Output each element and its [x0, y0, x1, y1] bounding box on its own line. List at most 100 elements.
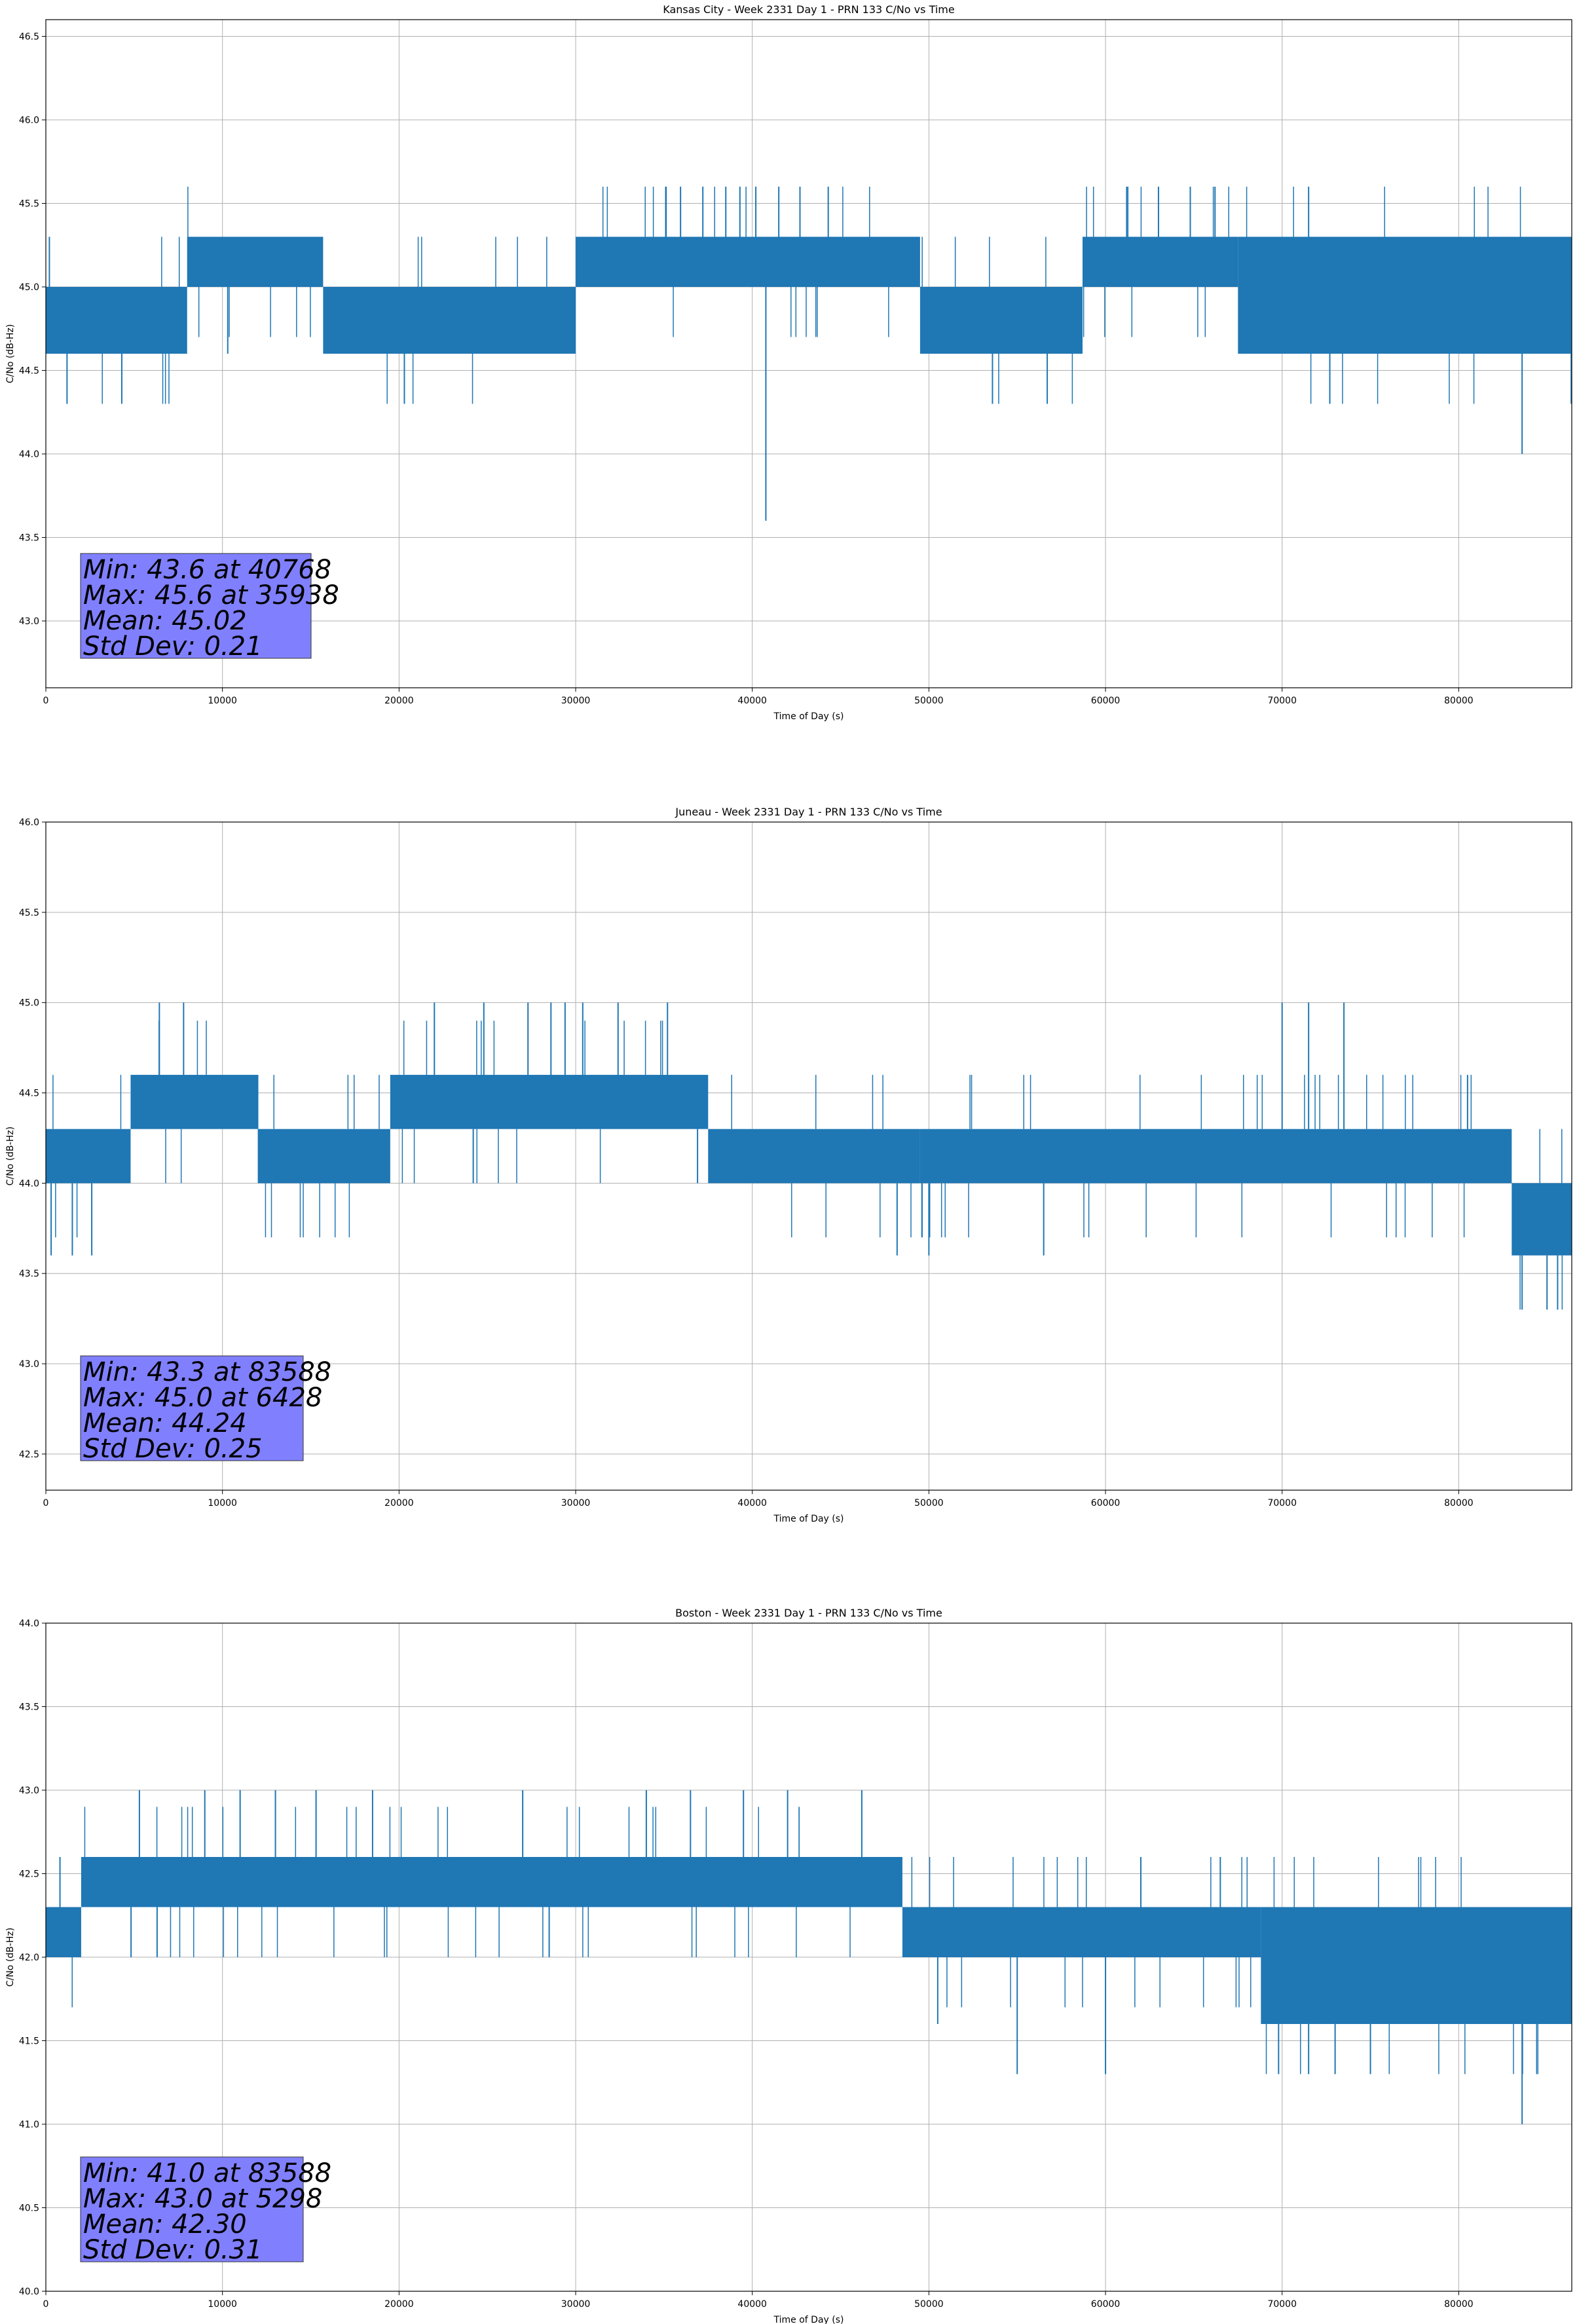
y-tick-label: 40.0 [19, 2287, 39, 2297]
x-tick-label: 10000 [208, 696, 237, 706]
stats-line: Std Dev: 0.21 [83, 631, 263, 662]
series-line [46, 1790, 1572, 2124]
y-tick-label: 45.0 [19, 998, 39, 1009]
x-axis-label: Time of Day (s) [773, 711, 844, 722]
x-tick-label: 60000 [1091, 696, 1121, 706]
data-band [46, 1907, 81, 1957]
axes-frame [45, 19, 1572, 688]
y-tick-label: 44.0 [19, 1178, 39, 1189]
x-tick-label: 30000 [561, 2299, 591, 2310]
stats-line: Std Dev: 0.25 [83, 1434, 263, 1464]
data-band [323, 287, 576, 354]
x-tick-label: 70000 [1267, 696, 1297, 706]
x-tick-label: 80000 [1444, 696, 1474, 706]
stats-line: Max: 45.0 at 6428 [83, 1383, 322, 1413]
chart-panel-1: Juneau - Week 2331 Day 1 - PRN 133 C/No … [5, 806, 1572, 1524]
stats-line: Mean: 42.30 [83, 2209, 247, 2240]
y-tick-label: 45.5 [19, 908, 39, 918]
stats-box [80, 1355, 304, 1461]
data-band [919, 1129, 1512, 1184]
data-band [708, 1129, 920, 1184]
series-line [46, 1002, 1572, 1310]
data-band [1512, 1183, 1572, 1256]
x-axis-label: Time of Day (s) [773, 1514, 844, 1524]
series-line [46, 187, 1572, 521]
x-tick-label: 70000 [1267, 1498, 1297, 1509]
y-tick-label: 43.5 [19, 533, 39, 544]
y-tick-label: 44.0 [19, 449, 39, 460]
y-axis-label: C/No (dB-Hz) [5, 324, 16, 383]
x-tick-label: 80000 [1444, 2299, 1474, 2310]
data-band [1261, 1907, 1572, 2024]
y-tick-label: 43.0 [19, 616, 39, 627]
y-tick-label: 44.0 [19, 1619, 39, 1629]
y-tick-label: 46.0 [19, 115, 39, 126]
x-tick-label: 20000 [384, 1498, 414, 1509]
y-axis-label: C/No (dB-Hz) [5, 1928, 16, 1987]
data-band [46, 287, 187, 354]
y-tick-label: 43.0 [19, 1786, 39, 1796]
y-tick-label: 45.0 [19, 282, 39, 293]
y-axis-label: C/No (dB-Hz) [5, 1127, 16, 1186]
y-tick-label: 43.0 [19, 1359, 39, 1370]
x-tick-label: 40000 [737, 696, 767, 706]
stats-line: Min: 41.0 at 83588 [83, 2158, 331, 2188]
x-tick-label: 50000 [914, 696, 944, 706]
data-band [257, 1129, 390, 1184]
y-tick-label: 41.5 [19, 2036, 39, 2047]
y-tick-label: 42.5 [19, 1450, 39, 1460]
stats-line: Mean: 45.02 [83, 606, 247, 636]
x-tick-label: 50000 [914, 1498, 944, 1509]
data-band [576, 236, 920, 287]
stats-line: Mean: 44.24 [83, 1408, 247, 1438]
data-band [919, 287, 1083, 354]
data-band [390, 1074, 709, 1129]
x-tick-label: 60000 [1091, 2299, 1121, 2310]
data-band [46, 1129, 131, 1184]
data-band [187, 236, 324, 287]
chart-title: Kansas City - Week 2331 Day 1 - PRN 133 … [663, 3, 954, 16]
stats-line: Std Dev: 0.31 [83, 2235, 263, 2265]
axes-frame [45, 821, 1572, 1491]
y-tick-label: 43.5 [19, 1269, 39, 1279]
data-band [1082, 236, 1238, 287]
y-tick-label: 44.5 [19, 1089, 39, 1099]
x-tick-label: 20000 [384, 696, 414, 706]
chart-panel-2: Boston - Week 2331 Day 1 - PRN 133 C/No … [5, 1607, 1572, 2324]
x-tick-label: 30000 [561, 1498, 591, 1509]
data-band [130, 1074, 258, 1129]
x-tick-label: 70000 [1267, 2299, 1297, 2310]
x-tick-label: 50000 [914, 2299, 944, 2310]
y-tick-label: 46.0 [19, 817, 39, 828]
y-tick-label: 46.5 [19, 32, 39, 43]
x-tick-label: 10000 [208, 1498, 237, 1509]
y-tick-label: 41.0 [19, 2120, 39, 2130]
chart-title: Juneau - Week 2331 Day 1 - PRN 133 C/No … [675, 806, 942, 818]
y-tick-label: 40.5 [19, 2203, 39, 2214]
stats-box [80, 2156, 304, 2262]
y-tick-label: 44.5 [19, 366, 39, 377]
x-tick-label: 80000 [1444, 1498, 1474, 1509]
y-tick-label: 42.0 [19, 1953, 39, 1963]
chart-panel-0: Kansas City - Week 2331 Day 1 - PRN 133 … [5, 3, 1572, 722]
stats-line: Max: 45.6 at 35938 [83, 580, 339, 610]
stats-line: Min: 43.6 at 40768 [83, 555, 331, 585]
chart-title: Boston - Week 2331 Day 1 - PRN 133 C/No … [675, 1607, 942, 1619]
x-tick-label: 0 [43, 2299, 49, 2310]
x-tick-label: 10000 [208, 2299, 237, 2310]
x-tick-label: 0 [43, 1498, 49, 1509]
data-band [1238, 236, 1572, 354]
stats-box [80, 553, 312, 659]
stats-line: Min: 43.3 at 83588 [83, 1357, 331, 1387]
x-tick-label: 40000 [737, 1498, 767, 1509]
x-tick-label: 40000 [737, 2299, 767, 2310]
data-band [81, 1857, 902, 1907]
x-tick-label: 30000 [561, 696, 591, 706]
x-tick-label: 60000 [1091, 1498, 1121, 1509]
x-tick-label: 0 [43, 696, 49, 706]
y-tick-label: 42.5 [19, 1869, 39, 1880]
x-tick-label: 20000 [384, 2299, 414, 2310]
data-band [902, 1907, 1261, 1957]
x-axis-label: Time of Day (s) [773, 2315, 844, 2324]
